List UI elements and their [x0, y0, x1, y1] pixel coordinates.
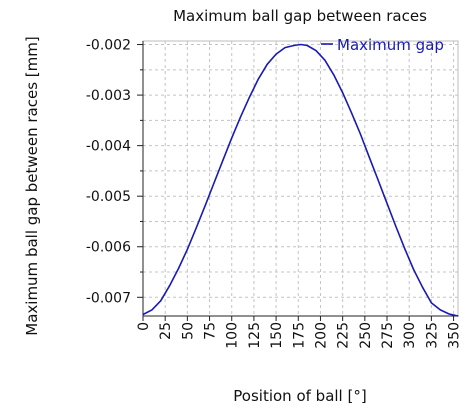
- data-point: [315, 50, 317, 52]
- data-point: [142, 313, 144, 316]
- x-tick-label-4: 100: [225, 322, 241, 349]
- x-tick-label-10: 250: [358, 322, 374, 349]
- data-point: [231, 137, 233, 139]
- y-tick-label-4: -0.003: [86, 88, 131, 104]
- data-point: [266, 63, 268, 65]
- data-point: [430, 302, 432, 304]
- data-point: [300, 43, 302, 46]
- x-tick-label-7: 175: [291, 322, 307, 349]
- x-axis-label: Position of ball [°]: [233, 387, 366, 405]
- x-tick-label-13: 325: [424, 322, 440, 349]
- data-point: [186, 248, 188, 250]
- y-tick-label-3: -0.004: [86, 139, 131, 155]
- data-point: [457, 315, 459, 317]
- data-point: [248, 96, 251, 98]
- plot-area: [142, 40, 459, 317]
- data-point: [169, 285, 171, 287]
- series-layer: [142, 43, 459, 317]
- data-point: [386, 202, 388, 204]
- data-point: [240, 116, 242, 118]
- data-point: [275, 53, 277, 55]
- x-tick-label-6: 150: [269, 322, 285, 349]
- data-point: [293, 44, 295, 47]
- y-tick-label-2: -0.005: [86, 189, 131, 205]
- x-tick-label-0: 0: [136, 322, 152, 331]
- x-tick-label-12: 300: [402, 322, 418, 349]
- data-point: [413, 268, 415, 271]
- data-point: [257, 78, 259, 80]
- data-point: [395, 225, 397, 228]
- grid: [142, 41, 458, 316]
- y-tick-label-5: -0.002: [86, 38, 131, 54]
- x-tick-label-5: 125: [247, 322, 263, 349]
- x-tick-label-2: 50: [180, 322, 196, 340]
- data-point: [204, 205, 206, 207]
- data-point: [151, 309, 153, 311]
- chart-title: Maximum ball gap between races: [173, 7, 427, 25]
- x-tick-label-11: 275: [380, 322, 396, 349]
- legend: Maximum gap: [321, 36, 444, 54]
- x-tick-label-1: 25: [158, 322, 174, 340]
- data-point: [439, 309, 441, 311]
- data-point: [342, 91, 344, 94]
- data-point: [333, 74, 335, 76]
- data-point: [377, 179, 379, 181]
- x-tick-label-8: 200: [313, 322, 329, 349]
- data-point: [195, 227, 197, 229]
- data-point: [284, 46, 286, 49]
- x-tick-label-14: 350: [447, 322, 463, 349]
- x-tick-label-9: 225: [336, 322, 352, 349]
- data-point: [160, 300, 162, 302]
- y-tick-label-1: -0.006: [86, 240, 131, 256]
- data-point: [359, 133, 361, 135]
- series-line-0: [142, 43, 459, 317]
- data-point: [306, 44, 308, 47]
- x-tick-label-3: 75: [203, 322, 219, 340]
- legend-label-0: Maximum gap: [337, 36, 444, 54]
- data-point: [404, 248, 406, 250]
- data-point: [350, 112, 353, 114]
- data-point: [368, 156, 370, 158]
- data-point: [222, 159, 224, 161]
- y-tick-label-0: -0.007: [86, 290, 131, 306]
- data-point: [324, 59, 326, 61]
- data-point: [448, 313, 450, 315]
- data-point: [421, 286, 424, 288]
- axes: -0.007 -0.006 -0.005 -0.004 -0.003 -0.002 0 25 5…: [86, 38, 463, 349]
- data-point: [213, 182, 215, 184]
- data-point: [177, 267, 180, 270]
- y-axis-label: Maximum ball gap between races [mm]: [23, 36, 41, 335]
